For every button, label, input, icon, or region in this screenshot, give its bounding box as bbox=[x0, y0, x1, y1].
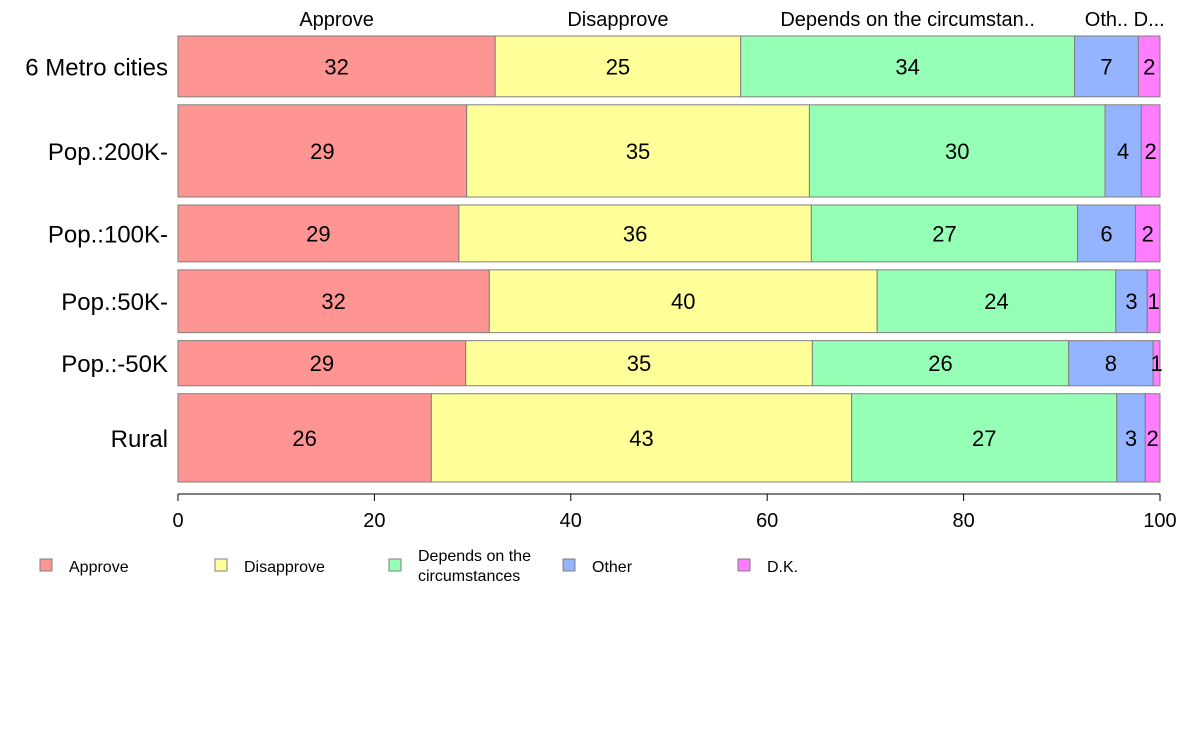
data-label: 30 bbox=[945, 139, 969, 164]
legend-label: D.K. bbox=[767, 559, 798, 576]
data-label: 4 bbox=[1117, 139, 1129, 164]
data-label: 36 bbox=[623, 221, 647, 246]
data-label: 3 bbox=[1125, 426, 1137, 451]
data-label: 43 bbox=[629, 426, 653, 451]
x-tick-label: 80 bbox=[952, 510, 974, 532]
data-label: 25 bbox=[606, 54, 630, 79]
column-header: D... bbox=[1134, 9, 1165, 31]
legend-swatch bbox=[737, 558, 751, 572]
legend-label: Disapprove bbox=[244, 559, 325, 576]
data-label: 35 bbox=[626, 139, 650, 164]
bar-segment bbox=[1115, 269, 1148, 334]
data-label: 32 bbox=[321, 289, 345, 314]
legend-swatch bbox=[562, 558, 576, 572]
category-label: Pop.:50K- bbox=[61, 289, 168, 316]
bar-segment bbox=[1144, 393, 1161, 483]
data-label: 40 bbox=[671, 289, 695, 314]
bar-segment bbox=[1137, 35, 1161, 98]
bar-segment bbox=[177, 393, 432, 483]
data-label: 26 bbox=[928, 351, 952, 376]
bar-segment bbox=[1152, 340, 1161, 387]
bar-segment bbox=[177, 269, 490, 334]
category-label: Pop.:100K- bbox=[48, 221, 168, 248]
column-header: Depends on the circumstan.. bbox=[780, 9, 1035, 31]
column-header: Oth.. bbox=[1085, 9, 1128, 31]
bar-segment bbox=[1077, 204, 1136, 263]
legend-label: circumstances bbox=[418, 568, 520, 585]
bar-segment bbox=[1074, 35, 1139, 98]
category-label: Rural bbox=[111, 426, 168, 453]
x-tick-label: 60 bbox=[756, 510, 778, 532]
bar-segment bbox=[851, 393, 1118, 483]
bar-segment bbox=[466, 104, 810, 198]
data-label: 27 bbox=[972, 426, 996, 451]
column-header: Approve bbox=[299, 9, 374, 31]
bar-segment bbox=[494, 35, 742, 98]
bar-segment bbox=[1140, 104, 1161, 198]
legend-swatch bbox=[388, 558, 402, 572]
bar-segment bbox=[740, 35, 1076, 98]
data-label: 3 bbox=[1125, 289, 1137, 314]
bar-segment bbox=[1116, 393, 1146, 483]
data-label: 2 bbox=[1147, 426, 1159, 451]
data-label: 34 bbox=[895, 54, 919, 79]
data-label: 24 bbox=[984, 289, 1008, 314]
data-label: 29 bbox=[306, 221, 330, 246]
x-tick-label: 40 bbox=[560, 510, 582, 532]
data-label: 1 bbox=[1150, 351, 1162, 376]
legend-label: Other bbox=[592, 559, 633, 576]
bar-segment bbox=[810, 204, 1079, 263]
data-label: 35 bbox=[627, 351, 651, 376]
x-tick-label: 0 bbox=[172, 510, 183, 532]
bar-segment bbox=[458, 204, 812, 263]
data-label: 6 bbox=[1100, 221, 1112, 246]
bar-segment bbox=[1134, 204, 1161, 263]
data-label: 2 bbox=[1142, 221, 1154, 246]
bar-segment bbox=[1104, 104, 1142, 198]
category-label: Pop.:-50K bbox=[61, 351, 168, 378]
x-tick-label: 20 bbox=[363, 510, 385, 532]
legend-swatch bbox=[214, 558, 228, 572]
bar-segment bbox=[1146, 269, 1161, 334]
category-label: 6 Metro cities bbox=[25, 54, 168, 81]
data-label: 32 bbox=[324, 54, 348, 79]
data-label: 27 bbox=[932, 221, 956, 246]
data-label: 2 bbox=[1143, 54, 1155, 79]
bar-segment bbox=[430, 393, 853, 483]
data-label: 7 bbox=[1100, 54, 1112, 79]
x-tick-label: 100 bbox=[1143, 510, 1176, 532]
bar-segment bbox=[177, 204, 460, 263]
data-label: 29 bbox=[310, 139, 334, 164]
bar-segment bbox=[177, 340, 467, 387]
legend-label: Approve bbox=[69, 559, 129, 576]
bar-segment bbox=[465, 340, 813, 387]
category-label: Pop.:200K- bbox=[48, 139, 168, 166]
data-label: 29 bbox=[310, 351, 334, 376]
data-label: 2 bbox=[1145, 139, 1157, 164]
data-label: 1 bbox=[1147, 289, 1159, 314]
bar-segment bbox=[1068, 340, 1154, 387]
bar-segment bbox=[177, 104, 468, 198]
legend-label: Depends on the bbox=[418, 548, 531, 565]
data-label: 26 bbox=[292, 426, 316, 451]
bar-segment bbox=[808, 104, 1106, 198]
column-header: Disapprove bbox=[567, 9, 668, 31]
data-label: 8 bbox=[1105, 351, 1117, 376]
legend-swatch bbox=[39, 558, 53, 572]
bar-segment bbox=[177, 35, 496, 98]
